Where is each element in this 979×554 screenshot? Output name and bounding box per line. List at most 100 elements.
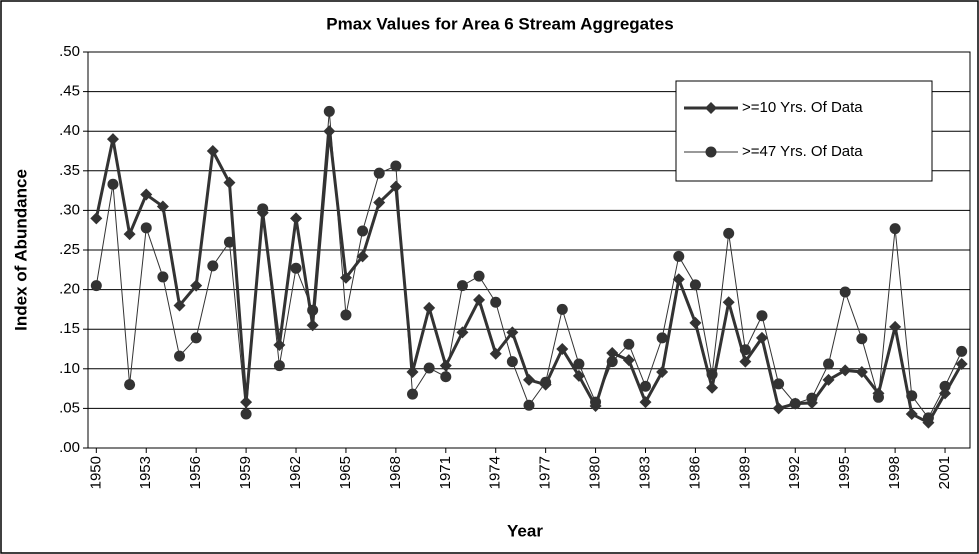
marker [124,379,136,391]
marker [806,392,818,404]
marker [257,203,269,215]
marker [373,167,385,179]
marker [323,105,335,117]
x-tick-label: 1983 [636,456,653,489]
marker [839,364,852,377]
marker [90,280,102,292]
marker [706,368,718,380]
marker [456,326,469,339]
marker [955,358,968,371]
y-tick-label: .35 [59,162,80,179]
marker [872,391,884,403]
x-tick-label: 1965 [337,456,354,489]
x-tick-label: 1995 [836,456,853,489]
marker [739,344,751,356]
marker [390,160,402,172]
marker [922,412,934,424]
marker [140,188,153,201]
marker [190,332,202,344]
y-tick-label: .15 [59,320,80,337]
marker [473,293,486,306]
marker [156,200,169,213]
marker [489,347,502,360]
marker [906,390,918,402]
marker [823,358,835,370]
marker [223,176,236,189]
marker [773,378,785,390]
marker [606,356,618,368]
x-tick-label: 1953 [137,456,154,489]
y-axis-title: Index of Abundance [11,169,30,331]
marker [573,358,585,370]
marker [340,309,352,321]
x-tick-label: 1977 [537,456,554,489]
x-tick-label: 1968 [387,456,404,489]
marker [290,212,303,225]
marker [639,396,652,409]
marker [590,396,602,408]
marker [756,310,768,322]
marker [606,346,619,359]
marker [639,380,651,392]
marker [506,326,519,339]
marker [356,250,369,263]
x-tick-label: 1986 [686,456,703,489]
marker [157,271,169,283]
marker [107,178,119,190]
y-tick-label: .45 [59,83,80,100]
chart-title: Pmax Values for Area 6 Stream Aggregates [326,14,673,33]
marker [939,380,951,392]
marker [523,399,535,411]
marker [240,408,252,420]
marker [789,398,801,410]
marker [306,319,319,332]
marker [856,333,868,345]
y-tick-label: .10 [59,360,80,377]
marker [423,362,435,374]
x-tick-label: 1998 [886,456,903,489]
marker [755,331,768,344]
legend-box [675,80,933,182]
marker [123,228,136,241]
y-tick-label: .05 [59,399,80,416]
marker [656,365,669,378]
x-tick-label: 1956 [187,456,204,489]
marker [739,355,752,368]
marker [889,223,901,235]
marker [223,236,235,248]
y-tick-label: .25 [59,241,80,258]
marker [407,388,419,400]
marker [307,304,319,316]
marker [423,301,436,314]
x-tick-label: 1950 [87,456,104,489]
marker [106,133,119,146]
marker [323,125,336,138]
marker [389,180,402,193]
x-tick-label: 1959 [237,456,254,489]
marker [240,396,253,409]
marker [357,225,369,237]
y-tick-label: .40 [59,122,80,139]
x-tick-label: 1974 [487,456,504,489]
marker [889,320,902,333]
marker [656,332,668,344]
marker [622,354,635,367]
marker [822,373,835,386]
marker [905,407,918,420]
marker [506,356,518,368]
marker [90,212,103,225]
y-tick-label: .20 [59,281,80,298]
marker [190,279,203,292]
x-axis-title: Year [507,521,543,540]
marker [572,369,585,382]
marker [772,402,785,415]
marker [623,338,635,350]
marker [722,296,735,309]
marker [174,350,186,362]
marker [672,273,685,286]
marker [456,280,468,292]
marker [473,270,485,282]
marker [206,145,219,157]
marker [273,360,285,372]
marker [173,299,186,312]
